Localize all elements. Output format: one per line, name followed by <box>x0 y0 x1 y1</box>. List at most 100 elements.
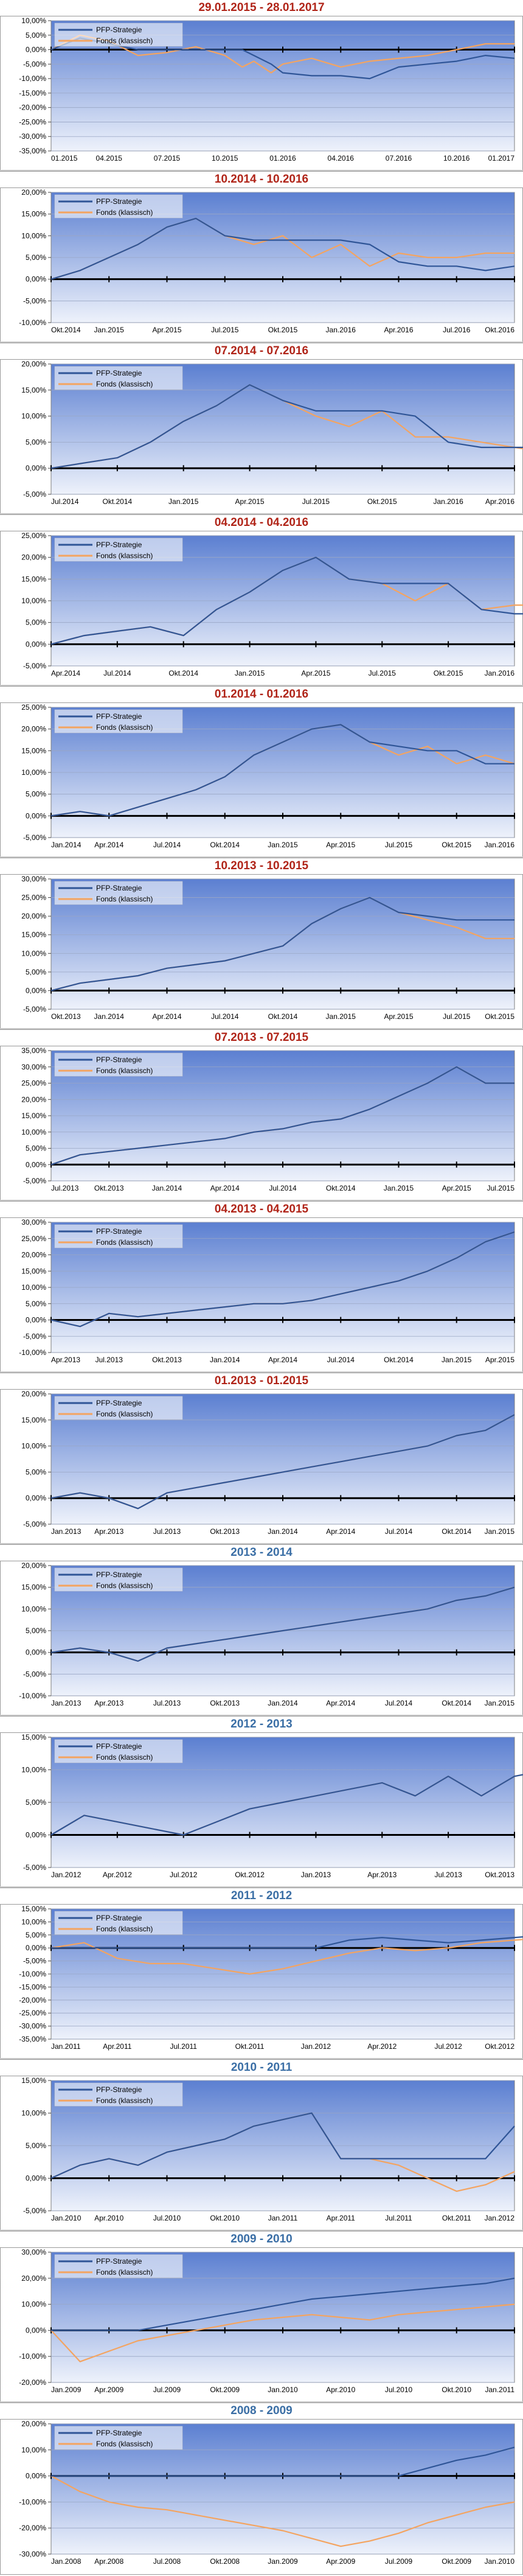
x-tick-label: Jan.2014 <box>152 1184 182 1192</box>
y-tick-label: -10,00% <box>19 74 46 83</box>
y-tick-label: 20,00% <box>21 1095 46 1104</box>
x-tick-label: Jan.2012 <box>485 2214 515 2222</box>
y-tick-label: 10,00% <box>21 1917 46 1926</box>
legend-box <box>54 1396 183 1420</box>
y-tick-label: -5,00% <box>23 662 46 670</box>
y-tick-label: -10,00% <box>19 2497 46 2506</box>
fund-series-line <box>50 2475 515 2547</box>
line-chart: 15,00% 10,00% 5,00% 0,00% -5,00% Jan.2010 Apr.… <box>0 2076 523 2231</box>
chart-title: 04.2013 - 04.2015 <box>214 1203 309 1216</box>
y-tick-label: 5,00% <box>26 1931 46 1939</box>
x-tick-label: Okt.2013 <box>51 1012 81 1021</box>
x-tick-label: Okt.2010 <box>210 2214 240 2222</box>
x-tick-label: 01.2016 <box>269 154 296 163</box>
y-tick-label: -30,00% <box>19 132 46 141</box>
legend-label-strategy: PFP-Strategie <box>96 2085 142 2094</box>
y-tick-label: 15,00% <box>21 931 46 939</box>
y-tick-label: 0,00% <box>26 275 46 284</box>
line-chart: 20,00% 15,00% 10,00% 5,00% 0,00% -5,00% -10,00… <box>0 1561 523 1717</box>
legend-label-fund: Fonds (klassisch) <box>96 551 153 560</box>
y-tick-label: 20,00% <box>21 1561 46 1570</box>
legend-box <box>54 1911 183 1935</box>
x-tick-label: Jul.2014 <box>51 497 79 506</box>
chart-title: 2012 - 2013 <box>230 1718 293 1731</box>
x-tick-label: Jan.2014 <box>268 1699 298 1707</box>
x-tick-label: Jul.2013 <box>153 1527 181 1536</box>
x-tick-label: Apr.2009 <box>94 2385 123 2394</box>
panel-separator <box>0 1200 523 1201</box>
x-tick-label: Okt.2014 <box>51 326 81 334</box>
x-tick-label: Okt.2011 <box>442 2214 471 2222</box>
x-tick-label: Apr.2014 <box>326 1527 355 1536</box>
y-tick-label: 15,00% <box>21 1111 46 1120</box>
y-tick-label: -20,00% <box>19 2378 46 2387</box>
x-tick-label: Apr.2015 <box>442 1184 471 1192</box>
x-tick-label: Apr.2015 <box>326 841 355 849</box>
x-tick-label: Apr.2013 <box>51 1356 80 1364</box>
legend-label-fund: Fonds (klassisch) <box>96 1410 153 1418</box>
x-tick-label: Jul.2009 <box>153 2385 181 2394</box>
chart-title: 2008 - 2009 <box>230 2404 293 2417</box>
y-tick-label: -5,00% <box>23 490 46 499</box>
y-tick-label: 25,00% <box>21 1234 46 1243</box>
x-tick-label: Okt.2012 <box>485 2042 514 2051</box>
x-tick-label: Okt.2015 <box>434 669 463 677</box>
y-tick-label: 10,00% <box>21 2300 46 2309</box>
y-tick-label: 5,00% <box>26 1144 46 1153</box>
chart-title: 04.2014 - 04.2016 <box>214 516 309 529</box>
line-chart: 30,00% 25,00% 20,00% 15,00% 10,00% 5,00% 0,00%… <box>0 874 523 1030</box>
y-tick-label: 25,00% <box>21 1079 46 1088</box>
y-tick-label: 5,00% <box>26 618 46 627</box>
x-tick-label: Jan.2016 <box>485 669 515 677</box>
y-tick-label: 10,00% <box>21 231 46 240</box>
y-tick-label: -30,00% <box>19 2022 46 2031</box>
y-tick-label: 15,00% <box>21 1733 46 1741</box>
y-tick-label: 15,00% <box>21 210 46 219</box>
strategy-series-line <box>50 556 523 645</box>
y-tick-label: -5,00% <box>23 1670 46 1678</box>
legend-label-strategy: PFP-Strategie <box>96 1914 142 1922</box>
legend-label-fund: Fonds (klassisch) <box>96 380 153 388</box>
y-tick-label: 10,00% <box>21 2109 46 2118</box>
x-tick-label: Jan.2015 <box>168 497 199 506</box>
legend-label-fund: Fonds (klassisch) <box>96 2440 153 2448</box>
y-tick-label: 15,00% <box>21 575 46 583</box>
chart-panel: 07.2013 - 07.2015 35,00% 30,00% 25,00% 20,00… <box>0 1030 523 1202</box>
legend-label-strategy: PFP-Strategie <box>96 1570 142 1579</box>
legend-label-strategy: PFP-Strategie <box>96 26 142 34</box>
x-tick-label: Jul.2015 <box>385 841 413 849</box>
strategy-series-line <box>50 1586 515 1662</box>
line-chart: 30,00% 20,00% 10,00% 0,00% -10,00% -20,00% Jan… <box>0 2247 523 2403</box>
legend-box <box>54 881 183 905</box>
chart-panel: 2012 - 2013 15,00% 10,00% 5,00% 0,00% -5,00% J… <box>0 1717 523 1888</box>
x-tick-label: Jan.2013 <box>51 1699 81 1707</box>
y-tick-label: 0,00% <box>26 2174 46 2183</box>
legend-box <box>54 23 183 47</box>
chart-title: 2011 - 2012 <box>230 1889 293 1902</box>
y-tick-label: 20,00% <box>21 188 46 197</box>
x-tick-label: Jul.2014 <box>103 669 131 677</box>
x-tick-label: Okt.2015 <box>442 841 471 849</box>
fund-series-line <box>50 2303 515 2362</box>
line-chart: 25,00% 20,00% 15,00% 10,00% 5,00% 0,00% -5,00%… <box>0 531 523 687</box>
x-tick-label: Jul.2014 <box>211 1012 239 1021</box>
strategy-series-line <box>50 897 514 992</box>
y-tick-label: 20,00% <box>21 1390 46 1398</box>
x-tick-label: Jan.2016 <box>485 841 515 849</box>
legend-label-fund: Fonds (klassisch) <box>96 1925 153 1933</box>
x-tick-label: Jan.2015 <box>442 1356 472 1364</box>
y-tick-label: 10,00% <box>21 16 46 25</box>
line-chart: 10,00% 5,00% 0,00% -5,00% -10,00% -15,00% -20,… <box>0 16 523 172</box>
x-tick-label: Jan.2014 <box>268 1527 298 1536</box>
y-tick-label: -5,00% <box>23 833 46 842</box>
legend-label-strategy: PFP-Strategie <box>96 541 142 549</box>
chart-panel: 01.2014 - 01.2016 25,00% 20,00% 15,00% 10,00… <box>0 687 523 858</box>
chart-panel: 01.2013 - 01.2015 20,00% 15,00% 10,00% 5,00%… <box>0 1373 523 1545</box>
y-tick-label: 10,00% <box>21 1442 46 1451</box>
x-tick-label: Jul.2014 <box>385 1699 413 1707</box>
x-tick-label: Jul.2013 <box>51 1184 79 1192</box>
legend-box <box>54 1739 183 1763</box>
y-tick-label: 25,00% <box>21 531 46 540</box>
line-chart: 30,00% 25,00% 20,00% 15,00% 10,00% 5,00% 0,00%… <box>0 1217 523 1373</box>
